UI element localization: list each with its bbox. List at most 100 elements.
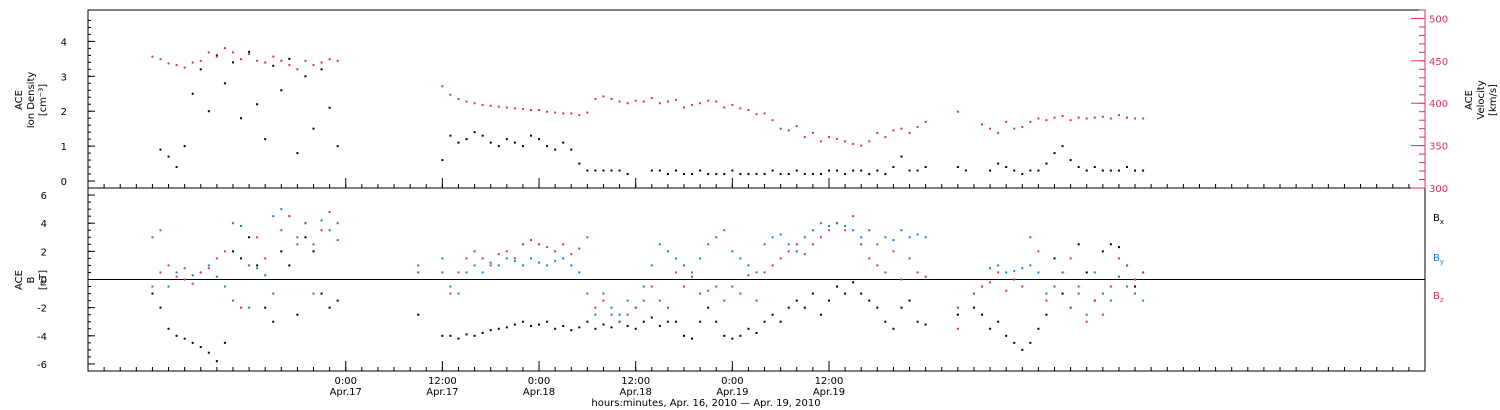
data-point: [207, 110, 210, 113]
data-point: [763, 173, 766, 176]
upper-panel-frame: [87, 9, 1426, 189]
data-point: [1069, 306, 1072, 309]
data-point: [836, 285, 839, 288]
data-point: [312, 64, 315, 67]
data-point: [248, 264, 251, 267]
data-point: [691, 103, 694, 106]
data-point: [827, 169, 830, 172]
data-point: [465, 100, 468, 103]
data-point: [707, 243, 710, 246]
y-tick-label: 6: [41, 191, 47, 202]
data-point: [546, 145, 549, 148]
x-tick-date: Apr.17: [330, 387, 362, 398]
data-point: [771, 119, 774, 122]
data-point: [900, 306, 903, 309]
data-point: [755, 113, 758, 116]
x-tick-time: 0:00: [335, 376, 357, 387]
data-point: [723, 106, 726, 109]
legend: Bx By Bz: [1433, 213, 1444, 304]
data-point: [594, 169, 597, 172]
data-point: [626, 173, 629, 176]
data-point: [747, 264, 750, 267]
data-point: [312, 292, 315, 295]
x-tick-time: 12:00: [621, 376, 650, 387]
data-point: [529, 257, 532, 260]
data-point: [199, 59, 202, 62]
data-point: [989, 327, 992, 330]
data-point: [803, 253, 806, 256]
data-point: [562, 257, 565, 260]
data-point: [1045, 313, 1048, 316]
data-point: [199, 346, 202, 349]
data-point: [296, 313, 299, 316]
data-point: [312, 250, 315, 253]
data-point: [199, 271, 202, 274]
data-point: [1085, 117, 1088, 120]
data-point: [771, 236, 774, 239]
x-tick-date: Apr.17: [426, 387, 458, 398]
data-point: [336, 299, 339, 302]
legend-entry: By: [1433, 253, 1444, 266]
data-point: [256, 264, 259, 267]
data-point: [1061, 292, 1064, 295]
data-point: [473, 131, 476, 134]
data-point: [997, 271, 1000, 274]
data-point: [884, 320, 887, 323]
data-point: [1053, 116, 1056, 119]
y-tick-label: 0: [61, 177, 67, 188]
data-point: [1069, 257, 1072, 260]
x-tick-time: 0:00: [528, 376, 550, 387]
data-point: [457, 98, 460, 100]
y-tick-label: 2: [41, 247, 47, 258]
data-point: [449, 292, 452, 295]
data-point: [779, 320, 782, 323]
data-point: [191, 92, 194, 95]
y-tick-label: 4: [41, 219, 47, 230]
data-point: [489, 104, 492, 107]
data-point: [538, 243, 541, 246]
data-point: [1117, 246, 1120, 249]
data-point: [578, 326, 581, 329]
data-point: [827, 229, 830, 232]
data-point: [529, 109, 532, 112]
data-point: [578, 162, 581, 165]
data-point: [240, 257, 243, 260]
data-point: [1093, 299, 1096, 302]
data-point: [223, 341, 226, 344]
data-point: [296, 243, 299, 246]
data-point: [215, 54, 218, 57]
data-point: [916, 233, 919, 236]
data-point: [513, 323, 516, 326]
data-point: [876, 169, 879, 172]
data-point: [457, 271, 460, 274]
data-point: [240, 306, 243, 309]
data-point: [231, 61, 234, 64]
data-point: [739, 292, 742, 295]
data-point: [272, 64, 275, 67]
data-point: [280, 250, 283, 253]
data-point: [513, 107, 516, 110]
data-point: [497, 264, 500, 267]
data-point: [497, 105, 500, 108]
data-point: [602, 169, 605, 172]
data-point: [852, 229, 855, 232]
data-point: [167, 62, 170, 65]
data-point: [707, 289, 710, 292]
data-point: [924, 166, 927, 169]
data-point: [731, 337, 734, 340]
data-point: [602, 292, 605, 295]
data-point: [272, 55, 275, 58]
data-point: [159, 229, 162, 232]
data-point: [328, 106, 331, 109]
data-point: [658, 324, 661, 327]
data-point: [513, 260, 516, 263]
data-point: [658, 169, 661, 172]
data-point: [666, 250, 669, 253]
data-point: [151, 292, 154, 295]
data-point: [264, 306, 267, 309]
data-point: [1005, 334, 1008, 337]
data-point: [1077, 116, 1080, 119]
data-point: [811, 292, 814, 295]
data-point: [610, 326, 613, 329]
data-point: [674, 257, 677, 260]
